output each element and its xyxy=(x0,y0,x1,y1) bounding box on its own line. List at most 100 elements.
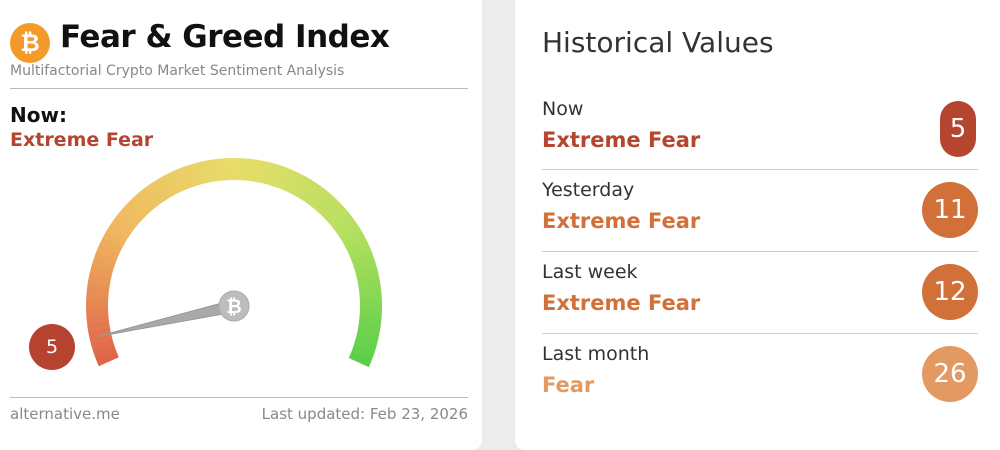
gauge-arc-segment xyxy=(252,159,265,183)
gauge-arc-segment xyxy=(319,197,341,219)
last-updated: Last updated: Feb 23, 2026 xyxy=(261,405,468,423)
row-status: Extreme Fear xyxy=(542,291,701,315)
row-label: Last month xyxy=(542,343,650,365)
gauge-arc-segment xyxy=(359,301,383,311)
gauge-arc-segment xyxy=(353,258,377,273)
gauge-arc-segment xyxy=(89,264,114,278)
gauge-arc-segment xyxy=(176,166,192,190)
gauge-arc-segment xyxy=(86,307,109,317)
row-label: Yesterday xyxy=(542,179,635,201)
gauge-arc-segment xyxy=(304,183,324,206)
row-status: Extreme Fear xyxy=(542,128,701,152)
row-value-badge: 5 xyxy=(940,101,976,157)
gauge-arc-segment xyxy=(226,158,236,181)
gauge-arc-segment xyxy=(358,287,382,297)
history-row-now: Now Extreme Fear 5 xyxy=(542,98,978,180)
row-status: Fear xyxy=(542,373,595,397)
gauge-arc-segment xyxy=(299,179,319,203)
gauge-needle xyxy=(97,299,236,338)
gauge-arc-segment xyxy=(128,196,150,218)
gauge-arc-segment xyxy=(358,321,381,333)
row-label: Last week xyxy=(542,261,638,283)
needle-hub xyxy=(218,290,250,322)
gauge-arc-segment xyxy=(258,160,272,185)
gauge-arc-segment xyxy=(324,202,346,224)
gauge-arc-segment xyxy=(106,224,129,243)
gauge-arc-segment xyxy=(93,250,118,266)
row-label: Now xyxy=(542,98,584,120)
gauge-arc-segment xyxy=(87,278,111,290)
gauge-arc-segment xyxy=(88,271,112,284)
gauge-arc-segment xyxy=(348,244,372,261)
gauge-arc-segment xyxy=(355,333,379,347)
gauge-arc-segment xyxy=(288,172,306,196)
gauge-arc-segment xyxy=(86,300,109,310)
gauge-arc-segment xyxy=(95,350,119,367)
fear-greed-card xyxy=(0,0,482,450)
gauge-arc-segment xyxy=(102,230,126,249)
gauge-arc-segment xyxy=(157,175,175,199)
row-value-badge: 26 xyxy=(922,346,978,402)
gauge-arc-segment xyxy=(169,169,186,193)
gauge-arc-segment xyxy=(144,183,164,206)
gauge-arc-segment xyxy=(314,192,336,215)
history-row-last-week: Last week Extreme Fear 12 xyxy=(542,261,978,343)
gauge-arc-segment xyxy=(139,187,159,210)
gauge-arc-segment xyxy=(163,172,181,196)
divider xyxy=(10,397,468,398)
gauge-arc-segment xyxy=(96,243,120,260)
gauge-arc-segment xyxy=(234,158,243,181)
gauge-arc-segment xyxy=(353,339,377,354)
divider xyxy=(10,88,468,89)
gauge-arc-segment xyxy=(356,327,380,340)
gauge-arc-segment xyxy=(86,314,109,324)
gauge-arc-segment xyxy=(339,225,363,244)
gauge-arc-segment xyxy=(351,251,375,267)
row-value-badge: 11 xyxy=(922,182,978,238)
gauge-arc-segment xyxy=(150,179,170,202)
row-status: Extreme Fear xyxy=(542,209,701,233)
gauge-arc xyxy=(86,158,383,368)
gauge-arc-segment xyxy=(351,345,375,361)
source-link[interactable]: alternative.me xyxy=(10,405,120,423)
gauge-arc-segment xyxy=(190,162,204,186)
gauge-arc-segment xyxy=(345,238,370,255)
gauge-arc-segment xyxy=(332,213,355,233)
bitcoin-icon: ₿ xyxy=(226,296,241,318)
gauge-arc-segment xyxy=(93,344,117,360)
gauge-arc-segment xyxy=(219,158,229,181)
gauge: ₿ xyxy=(86,158,383,368)
gauge-arc-segment xyxy=(265,162,279,186)
gauge-arc-segment xyxy=(91,257,115,272)
gauge-value-badge: 5 xyxy=(29,324,75,370)
history-row-last-month: Last month Fear 26 xyxy=(542,343,978,425)
gauge-arc-segment xyxy=(271,164,286,188)
historical-values-card xyxy=(515,0,1000,450)
gauge-arc-segment xyxy=(211,158,223,182)
bitcoin-icon: ₿ xyxy=(10,23,50,63)
gauge-arc-segment xyxy=(276,166,293,191)
gauge-arc-segment xyxy=(309,187,330,210)
subtitle: Multifactorial Crypto Market Sentiment A… xyxy=(10,63,345,79)
row-value-badge: 12 xyxy=(922,264,978,320)
gauge-arc-segment xyxy=(282,169,299,193)
gauge-arc-segment xyxy=(114,212,137,233)
now-status: Extreme Fear xyxy=(10,129,154,151)
divider xyxy=(542,333,978,334)
gauge-arc-segment xyxy=(133,191,154,214)
gauge-arc-segment xyxy=(91,338,115,353)
gauge-arc-segment xyxy=(123,201,145,223)
gauge-arc-segment xyxy=(342,231,366,249)
gauge-arc-segment xyxy=(294,175,312,199)
gauge-arc-segment xyxy=(336,219,359,239)
divider xyxy=(542,251,978,252)
gauge-arc-segment xyxy=(89,332,113,346)
page-title: Fear & Greed Index xyxy=(60,19,390,55)
gauge-arc-segment xyxy=(109,218,133,238)
historical-title: Historical Values xyxy=(542,26,774,59)
divider xyxy=(542,169,978,170)
gauge-arc-segment xyxy=(183,164,198,188)
gauge-arc-segment xyxy=(118,207,141,228)
history-row-yesterday: Yesterday Extreme Fear 11 xyxy=(542,179,978,261)
gauge-arc-segment xyxy=(328,207,351,228)
